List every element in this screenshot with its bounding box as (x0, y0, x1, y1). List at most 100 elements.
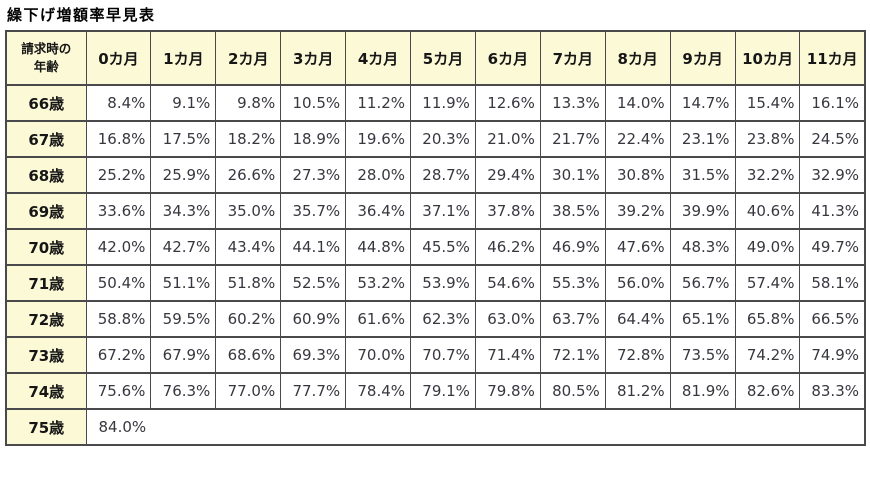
rate-cell: 52.5% (280, 264, 347, 302)
table-row: 69歳 33.6% 34.3% 35.0% 35.7% 36.4% 37.1% 37.8% 38… (5, 192, 866, 230)
rate-cell: 80.5% (539, 372, 606, 410)
rate-cell: 48.3% (669, 228, 736, 266)
page-title: 繰下げ増額率早見表 (7, 6, 156, 24)
month-header: 7カ月 (539, 30, 606, 86)
rate-cell: 24.5% (799, 120, 866, 158)
rate-cell: 39.9% (669, 192, 736, 230)
rate-cell: 47.6% (604, 228, 671, 266)
rate-cell: 20.3% (410, 120, 476, 158)
age-cell: 73歳 (5, 336, 87, 374)
page: 繰下げ増額率早見表 請求時の 年齢 0カ月 1カ月 2カ月 3カ月 4カ月 5カ月 6カ月 7… (0, 7, 870, 446)
rate-cell: 59.5% (150, 300, 217, 338)
rate-cell: 25.9% (150, 156, 217, 194)
table-row: 68歳 25.2% 25.9% 26.6% 27.3% 28.0% 28.7% 29.4% 30… (5, 156, 866, 194)
rate-cell: 12.6% (474, 84, 541, 122)
rate-cell: 51.1% (150, 264, 217, 302)
rate-cell: 64.4% (604, 300, 671, 338)
month-header: 10カ月 (734, 30, 801, 86)
rate-cell: 82.6% (734, 372, 801, 410)
rate-cell: 49.7% (799, 228, 866, 266)
age-cell: 66歳 (5, 84, 87, 122)
age-cell: 69歳 (5, 192, 87, 230)
rate-cell: 29.4% (474, 156, 541, 194)
rate-cell: 30.8% (604, 156, 671, 194)
rate-cell: 60.2% (215, 300, 282, 338)
rate-cell: 44.8% (345, 228, 412, 266)
rate-cell: 68.6% (215, 336, 282, 374)
month-header: 8カ月 (604, 30, 671, 86)
table-header: 請求時の 年齢 0カ月 1カ月 2カ月 3カ月 4カ月 5カ月 6カ月 7カ月 8カ月 9カ月 10… (5, 30, 866, 86)
rate-cell: 74.9% (799, 336, 866, 374)
rate-cell: 53.9% (410, 264, 476, 302)
rate-cell: 67.2% (85, 336, 152, 374)
rate-cell: 65.1% (669, 300, 736, 338)
rate-cell: 13.3% (539, 84, 606, 122)
rate-cell: 23.8% (734, 120, 801, 158)
rate-cell: 16.8% (85, 120, 152, 158)
rate-cell: 14.0% (604, 84, 671, 122)
rate-cell: 74.2% (734, 336, 801, 374)
rate-cell: 46.2% (474, 228, 541, 266)
age-cell: 67歳 (5, 120, 87, 158)
rate-cell: 67.9% (150, 336, 217, 374)
rate-cell: 8.4% (85, 84, 152, 122)
rate-cell: 37.1% (410, 192, 476, 230)
rate-cell: 70.0% (345, 336, 412, 374)
rate-cell: 54.6% (474, 264, 541, 302)
rate-cell: 60.9% (280, 300, 347, 338)
rate-cell: 14.7% (669, 84, 736, 122)
rate-cell: 18.9% (280, 120, 347, 158)
rate-cell: 19.6% (345, 120, 412, 158)
rate-cell: 26.6% (215, 156, 282, 194)
rate-cell: 63.0% (474, 300, 541, 338)
age-cell: 75歳 (5, 408, 87, 446)
rate-cell: 56.0% (604, 264, 671, 302)
rate-cell: 62.3% (410, 300, 476, 338)
rate-cell: 76.3% (150, 372, 217, 410)
rate-cell: 53.2% (345, 264, 412, 302)
table-row: 72歳 58.8% 59.5% 60.2% 60.9% 61.6% 62.3% 63.0% 63… (5, 300, 866, 338)
rate-cell: 65.8% (734, 300, 801, 338)
rate-cell: 17.5% (150, 120, 217, 158)
rate-cell: 28.0% (345, 156, 412, 194)
rate-cell: 72.8% (604, 336, 671, 374)
rate-cell: 33.6% (85, 192, 152, 230)
rate-cell: 81.2% (604, 372, 671, 410)
rate-cell: 27.3% (280, 156, 347, 194)
rate-cell: 78.4% (345, 372, 412, 410)
rate-cell: 36.4% (345, 192, 412, 230)
rate-cell: 81.9% (669, 372, 736, 410)
rate-cell: 31.5% (669, 156, 736, 194)
month-header: 3カ月 (280, 30, 347, 86)
rate-cell: 43.4% (215, 228, 282, 266)
table-row: 74歳 75.6% 76.3% 77.0% 77.7% 78.4% 79.1% 79.8% 80… (5, 372, 866, 410)
month-header: 9カ月 (669, 30, 736, 86)
rate-cell: 30.1% (539, 156, 606, 194)
month-header: 0カ月 (85, 30, 152, 86)
table-row: 70歳 42.0% 42.7% 43.4% 44.1% 44.8% 45.5% 46.2% 46… (5, 228, 866, 266)
rate-cell: 46.9% (539, 228, 606, 266)
rate-cell: 63.7% (539, 300, 606, 338)
rate-cell: 18.2% (215, 120, 282, 158)
rate-cell: 11.2% (345, 84, 412, 122)
rate-cell: 49.0% (734, 228, 801, 266)
rate-cell: 35.0% (215, 192, 282, 230)
age-cell: 68歳 (5, 156, 87, 194)
rate-cell: 9.1% (150, 84, 217, 122)
rate-cell: 21.7% (539, 120, 606, 158)
rate-cell: 51.8% (215, 264, 282, 302)
rate-cell: 37.8% (474, 192, 541, 230)
rate-cell: 61.6% (345, 300, 412, 338)
rate-cell: 42.7% (150, 228, 217, 266)
rate-cell: 16.1% (799, 84, 866, 122)
age-cell: 71歳 (5, 264, 87, 302)
rate-cell: 58.8% (85, 300, 152, 338)
rate-cell: 42.0% (85, 228, 152, 266)
rate-cell: 32.2% (734, 156, 801, 194)
rate-cell: 55.3% (539, 264, 606, 302)
header-row: 請求時の 年齢 0カ月 1カ月 2カ月 3カ月 4カ月 5カ月 6カ月 7カ月 8カ月 9カ月 10… (5, 30, 866, 86)
rate-cell: 34.3% (150, 192, 217, 230)
rate-cell: 41.3% (799, 192, 866, 230)
rate-cell: 44.1% (280, 228, 347, 266)
rate-cell: 71.4% (474, 336, 541, 374)
